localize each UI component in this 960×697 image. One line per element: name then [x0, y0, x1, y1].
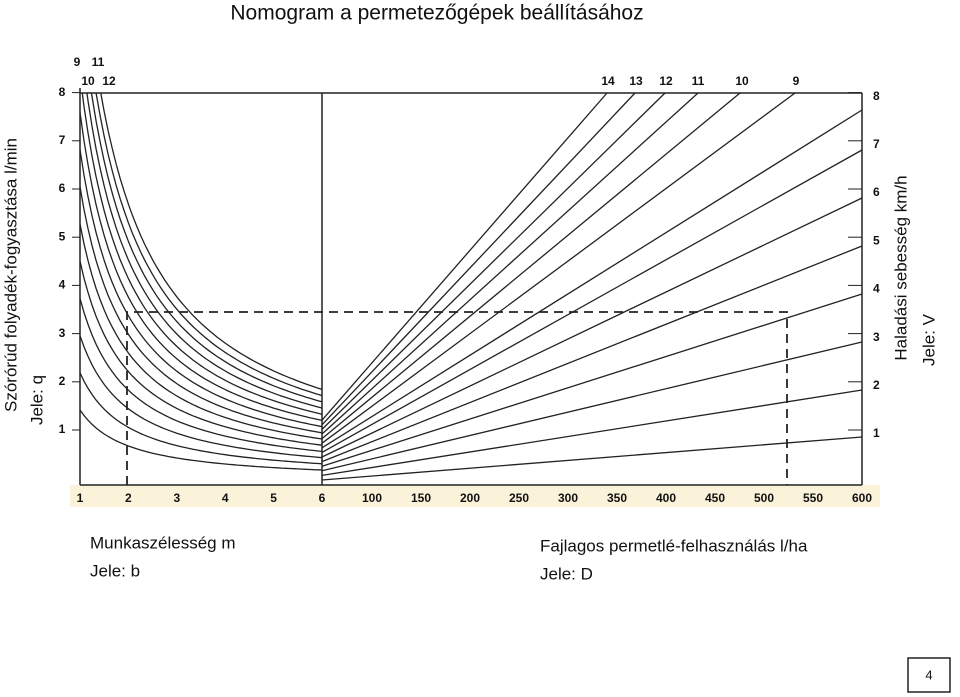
right-line [321, 293, 863, 467]
dose-tick-label: 250 [509, 491, 529, 505]
curve-label: 9 [74, 55, 81, 69]
right-tick-label: 3 [873, 330, 880, 344]
left-axis-symbol: Jele: q [27, 375, 46, 425]
width-tick-label: 5 [270, 491, 277, 505]
left-curve [80, 112, 323, 422]
width-tick-label: 4 [222, 491, 229, 505]
left-tick-label: 4 [59, 278, 66, 292]
right-line [321, 92, 636, 426]
right-line [321, 92, 699, 435]
page-number: 4 [925, 667, 932, 682]
dose-tick-label: 100 [362, 491, 382, 505]
left-curve [81, 93, 323, 415]
curve-label: 12 [102, 74, 116, 88]
width-tick-label: 1 [77, 491, 84, 505]
left-tick-label: 5 [59, 229, 66, 243]
right-axis-label: Haladási sebesség km/h [891, 175, 910, 360]
right-line [321, 389, 863, 477]
left-tick-label: 2 [59, 374, 66, 388]
dose-tick-label: 150 [411, 491, 431, 505]
dose-tick-label: 300 [558, 491, 578, 505]
curve-label: 13 [629, 74, 643, 88]
example-path [126, 311, 788, 485]
dose-tick-label: 500 [754, 491, 774, 505]
right-tick-label: 5 [873, 233, 880, 247]
left-tick-label: 7 [59, 133, 66, 147]
left-curve [80, 372, 323, 465]
left-curve [80, 409, 323, 471]
right-line [321, 92, 741, 440]
left-curve [95, 93, 323, 397]
curve-label: 10 [81, 74, 95, 88]
curve-label: 12 [659, 74, 673, 88]
right-line [321, 149, 863, 453]
right-line [321, 197, 863, 458]
curve-label: 11 [92, 55, 105, 69]
width-axis-symbol: Jele: b [90, 561, 140, 580]
width-axis-label: Munkaszélesség m [90, 533, 236, 552]
dose-tick-label: 200 [460, 491, 480, 505]
right-tick-label: 7 [873, 137, 880, 151]
dose-tick-label: 350 [607, 491, 627, 505]
title: Nomogram a permetezőgépek beállításához [230, 2, 643, 25]
dose-axis-symbol: Jele: D [540, 564, 593, 583]
dose-tick-label: 600 [852, 491, 872, 505]
width-tick-label: 6 [319, 491, 326, 505]
width-tick-label: 2 [125, 491, 132, 505]
curve-label: 9 [793, 74, 800, 88]
left-tick-label: 3 [59, 326, 66, 340]
dose-tick-label: 450 [705, 491, 725, 505]
curve-label: 10 [735, 74, 749, 88]
right-line [321, 92, 796, 444]
right-line [321, 92, 666, 430]
left-curve [80, 186, 323, 434]
left-tick-label: 1 [59, 422, 66, 436]
left-curve [80, 223, 323, 440]
width-tick-label: 3 [173, 491, 180, 505]
right-tick-label: 8 [873, 89, 880, 103]
left-curve [80, 298, 323, 453]
right-tick-label: 2 [873, 378, 880, 392]
left-curve [86, 93, 323, 409]
right-tick-label: 6 [873, 185, 880, 199]
dose-tick-label: 400 [656, 491, 676, 505]
scan-strip [70, 485, 880, 507]
left-curve [80, 149, 323, 428]
right-line [321, 341, 863, 472]
right-tick-label: 1 [873, 426, 880, 440]
left-tick-label: 6 [59, 181, 66, 195]
dose-tick-label: 550 [803, 491, 823, 505]
left-curve [80, 335, 323, 459]
left-curve [80, 261, 323, 446]
left-tick-label: 8 [59, 85, 66, 99]
curve-label: 14 [601, 74, 615, 88]
left-axis-label: Szórórúd folyadék-fogyasztása l/min [1, 138, 20, 412]
right-line [321, 245, 863, 463]
right-line [321, 109, 863, 449]
left-curve [90, 93, 323, 403]
page-box [907, 657, 951, 693]
right-line [321, 92, 608, 421]
curve-label: 11 [692, 74, 705, 88]
right-line [321, 436, 863, 481]
left-curve [100, 93, 323, 391]
right-tick-label: 4 [873, 282, 880, 296]
dose-axis-label: Fajlagos permetlé-felhasználás l/ha [540, 536, 808, 555]
right-axis-symbol: Jele: V [919, 313, 938, 366]
